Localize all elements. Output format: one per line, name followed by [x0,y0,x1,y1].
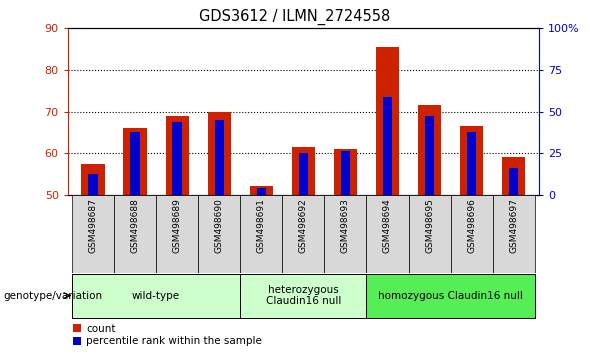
Bar [114,195,156,273]
Bar [282,195,325,273]
Text: GSM498690: GSM498690 [215,198,224,253]
Bar [502,157,525,195]
Bar [207,112,231,195]
Text: homozygous Claudin16 null: homozygous Claudin16 null [378,291,523,301]
Text: genotype/variation: genotype/variation [3,291,102,301]
Text: GSM498695: GSM498695 [425,198,434,253]
Bar [72,195,114,273]
Bar [257,188,266,195]
Bar [376,47,399,195]
Bar [81,164,105,195]
Text: heterozygous
Claudin16 null: heterozygous Claudin16 null [266,285,341,307]
Bar [72,274,240,318]
Text: GSM498688: GSM498688 [131,198,140,253]
Text: GSM498694: GSM498694 [383,198,392,252]
Bar [383,97,392,195]
Bar [156,195,198,273]
Text: GSM498687: GSM498687 [88,198,97,253]
Bar [492,195,535,273]
Bar [366,274,535,318]
Bar [460,126,483,195]
Bar [292,147,315,195]
Bar [299,153,308,195]
Bar [214,120,224,195]
Bar [418,105,441,195]
Bar [341,151,350,195]
Bar [467,132,477,195]
Bar [409,195,451,273]
Bar [250,186,273,195]
Bar [240,195,282,273]
Text: GSM498691: GSM498691 [257,198,266,253]
Bar [366,195,409,273]
Text: GDS3612 / ILMN_2724558: GDS3612 / ILMN_2724558 [199,9,390,25]
Text: GSM498689: GSM498689 [173,198,181,253]
Text: wild-type: wild-type [132,291,180,301]
Bar [509,168,518,195]
Bar [425,116,434,195]
Bar [325,195,366,273]
Text: GSM498693: GSM498693 [341,198,350,253]
Text: GSM498697: GSM498697 [509,198,518,253]
Bar [166,116,188,195]
Bar [198,195,240,273]
Bar [240,274,366,318]
Bar [173,122,182,195]
Text: GSM498696: GSM498696 [467,198,476,253]
Bar [130,132,140,195]
Text: GSM498692: GSM498692 [299,198,308,252]
Bar [334,149,357,195]
Bar [451,195,492,273]
Bar [88,174,98,195]
Bar [124,128,147,195]
Legend: count, percentile rank within the sample: count, percentile rank within the sample [73,324,262,347]
